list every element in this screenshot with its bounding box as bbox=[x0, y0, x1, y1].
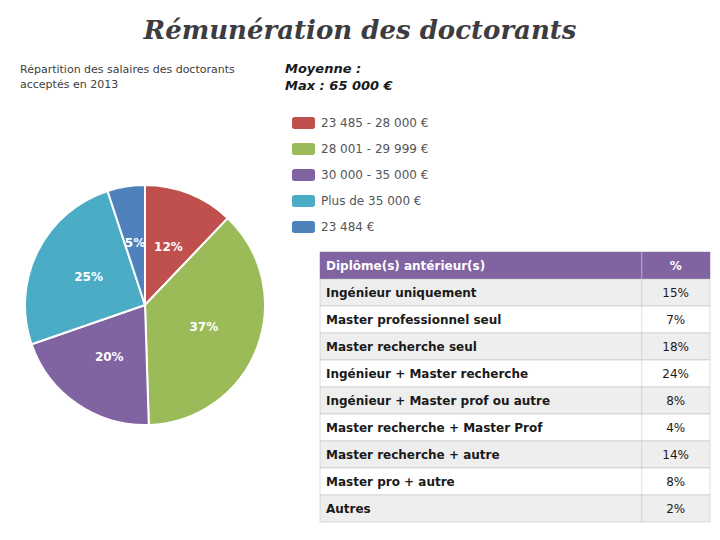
svg-text:24%: 24% bbox=[662, 367, 689, 381]
svg-text:7%: 7% bbox=[666, 313, 685, 327]
svg-text:Max : 65 000 €: Max : 65 000 € bbox=[285, 78, 393, 93]
svg-text:12%: 12% bbox=[154, 240, 183, 254]
svg-text:25%: 25% bbox=[74, 270, 103, 284]
svg-text:Rémunération des doctorants: Rémunération des doctorants bbox=[143, 15, 577, 45]
svg-text:Master professionnel seul: Master professionnel seul bbox=[326, 313, 501, 327]
svg-text:23 485 - 28 000 €: 23 485 - 28 000 € bbox=[321, 116, 428, 130]
svg-text:Ingénieur + Master prof ou aut: Ingénieur + Master prof ou autre bbox=[326, 394, 550, 408]
svg-text:4%: 4% bbox=[666, 421, 685, 435]
svg-text:14%: 14% bbox=[662, 448, 689, 462]
svg-text:8%: 8% bbox=[666, 475, 685, 489]
svg-text:Moyenne :: Moyenne : bbox=[285, 61, 361, 76]
svg-text:Master pro + autre: Master pro + autre bbox=[326, 475, 455, 489]
svg-text:%: % bbox=[670, 259, 682, 273]
svg-text:30 000 - 35 000 €: 30 000 - 35 000 € bbox=[321, 168, 428, 182]
svg-text:28 001 - 29 999 €: 28 001 - 29 999 € bbox=[321, 142, 428, 156]
svg-text:Master recherche seul: Master recherche seul bbox=[326, 340, 477, 354]
svg-text:8%: 8% bbox=[666, 394, 685, 408]
svg-text:23 484 €: 23 484 € bbox=[321, 220, 374, 234]
svg-text:Plus de 35 000 €: Plus de 35 000 € bbox=[321, 194, 422, 208]
svg-text:Master recherche + Master Prof: Master recherche + Master Prof bbox=[326, 421, 543, 435]
svg-text:20%: 20% bbox=[95, 350, 124, 364]
svg-text:Diplôme(s) antérieur(s): Diplôme(s) antérieur(s) bbox=[326, 259, 485, 273]
svg-text:Ingénieur + Master recherche: Ingénieur + Master recherche bbox=[326, 367, 528, 381]
svg-text:18%: 18% bbox=[662, 340, 689, 354]
svg-text:Ingénieur uniquement: Ingénieur uniquement bbox=[326, 286, 477, 300]
svg-text:37%: 37% bbox=[189, 320, 218, 334]
svg-text:2%: 2% bbox=[666, 502, 685, 516]
svg-text:acceptés en 2013: acceptés en 2013 bbox=[20, 78, 118, 91]
svg-text:5%: 5% bbox=[125, 236, 145, 250]
svg-text:Autres: Autres bbox=[326, 502, 371, 516]
svg-text:Master recherche + autre: Master recherche + autre bbox=[326, 448, 500, 462]
svg-text:Répartition des salaires des d: Répartition des salaires des doctorants bbox=[20, 63, 235, 76]
svg-text:15%: 15% bbox=[662, 286, 689, 300]
